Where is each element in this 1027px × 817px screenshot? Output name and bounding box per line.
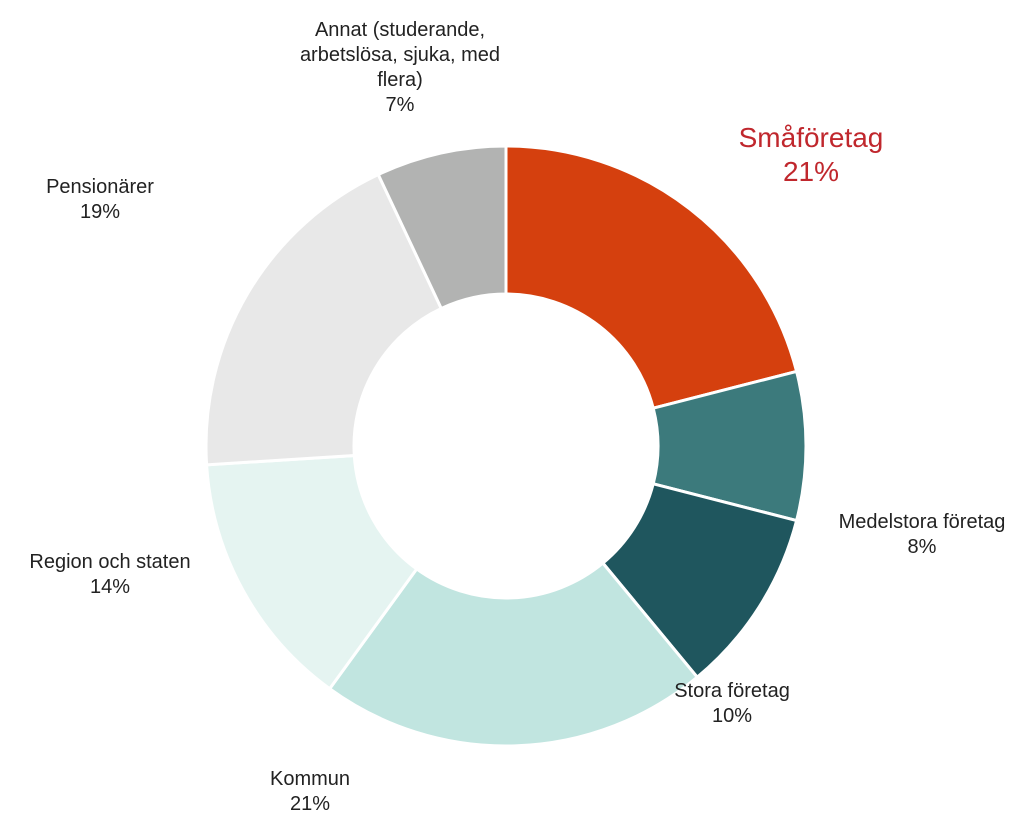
value-label: 21% <box>289 793 331 815</box>
value-label: 8% <box>907 536 937 558</box>
slice-label: Medelstora företag 8% <box>839 510 1006 560</box>
donut-slice <box>504 144 799 411</box>
slice-label: Småföretag 21% <box>739 121 884 189</box>
slice-label: Pensionärer 19% <box>46 175 154 225</box>
value-label: 21% <box>782 156 840 187</box>
value-label: 10% <box>711 705 753 727</box>
donut-slice <box>205 453 419 691</box>
category-label: Medelstora företag <box>838 511 1006 533</box>
slice-label: Annat (studerande, arbetslösa, sjuka, me… <box>285 18 515 118</box>
category-label: Region och staten <box>29 551 191 573</box>
category-label: Kommun <box>269 768 351 790</box>
slice-label: Kommun 21% <box>270 767 350 817</box>
category-label: Pensionärer <box>46 176 154 198</box>
category-label: Annat (studerande, arbetslösa, sjuka, me… <box>299 19 501 91</box>
slice-label: Stora företag 10% <box>674 679 790 729</box>
slice-label: Region och staten 14% <box>29 550 190 600</box>
donut-slice <box>204 172 444 467</box>
donut-slice <box>327 561 700 748</box>
donut-slice <box>376 144 508 311</box>
category-label: Småföretag <box>738 122 884 153</box>
category-label: Stora företag <box>674 680 790 702</box>
value-label: 7% <box>385 94 415 116</box>
value-label: 14% <box>89 576 131 598</box>
value-label: 19% <box>79 201 121 223</box>
